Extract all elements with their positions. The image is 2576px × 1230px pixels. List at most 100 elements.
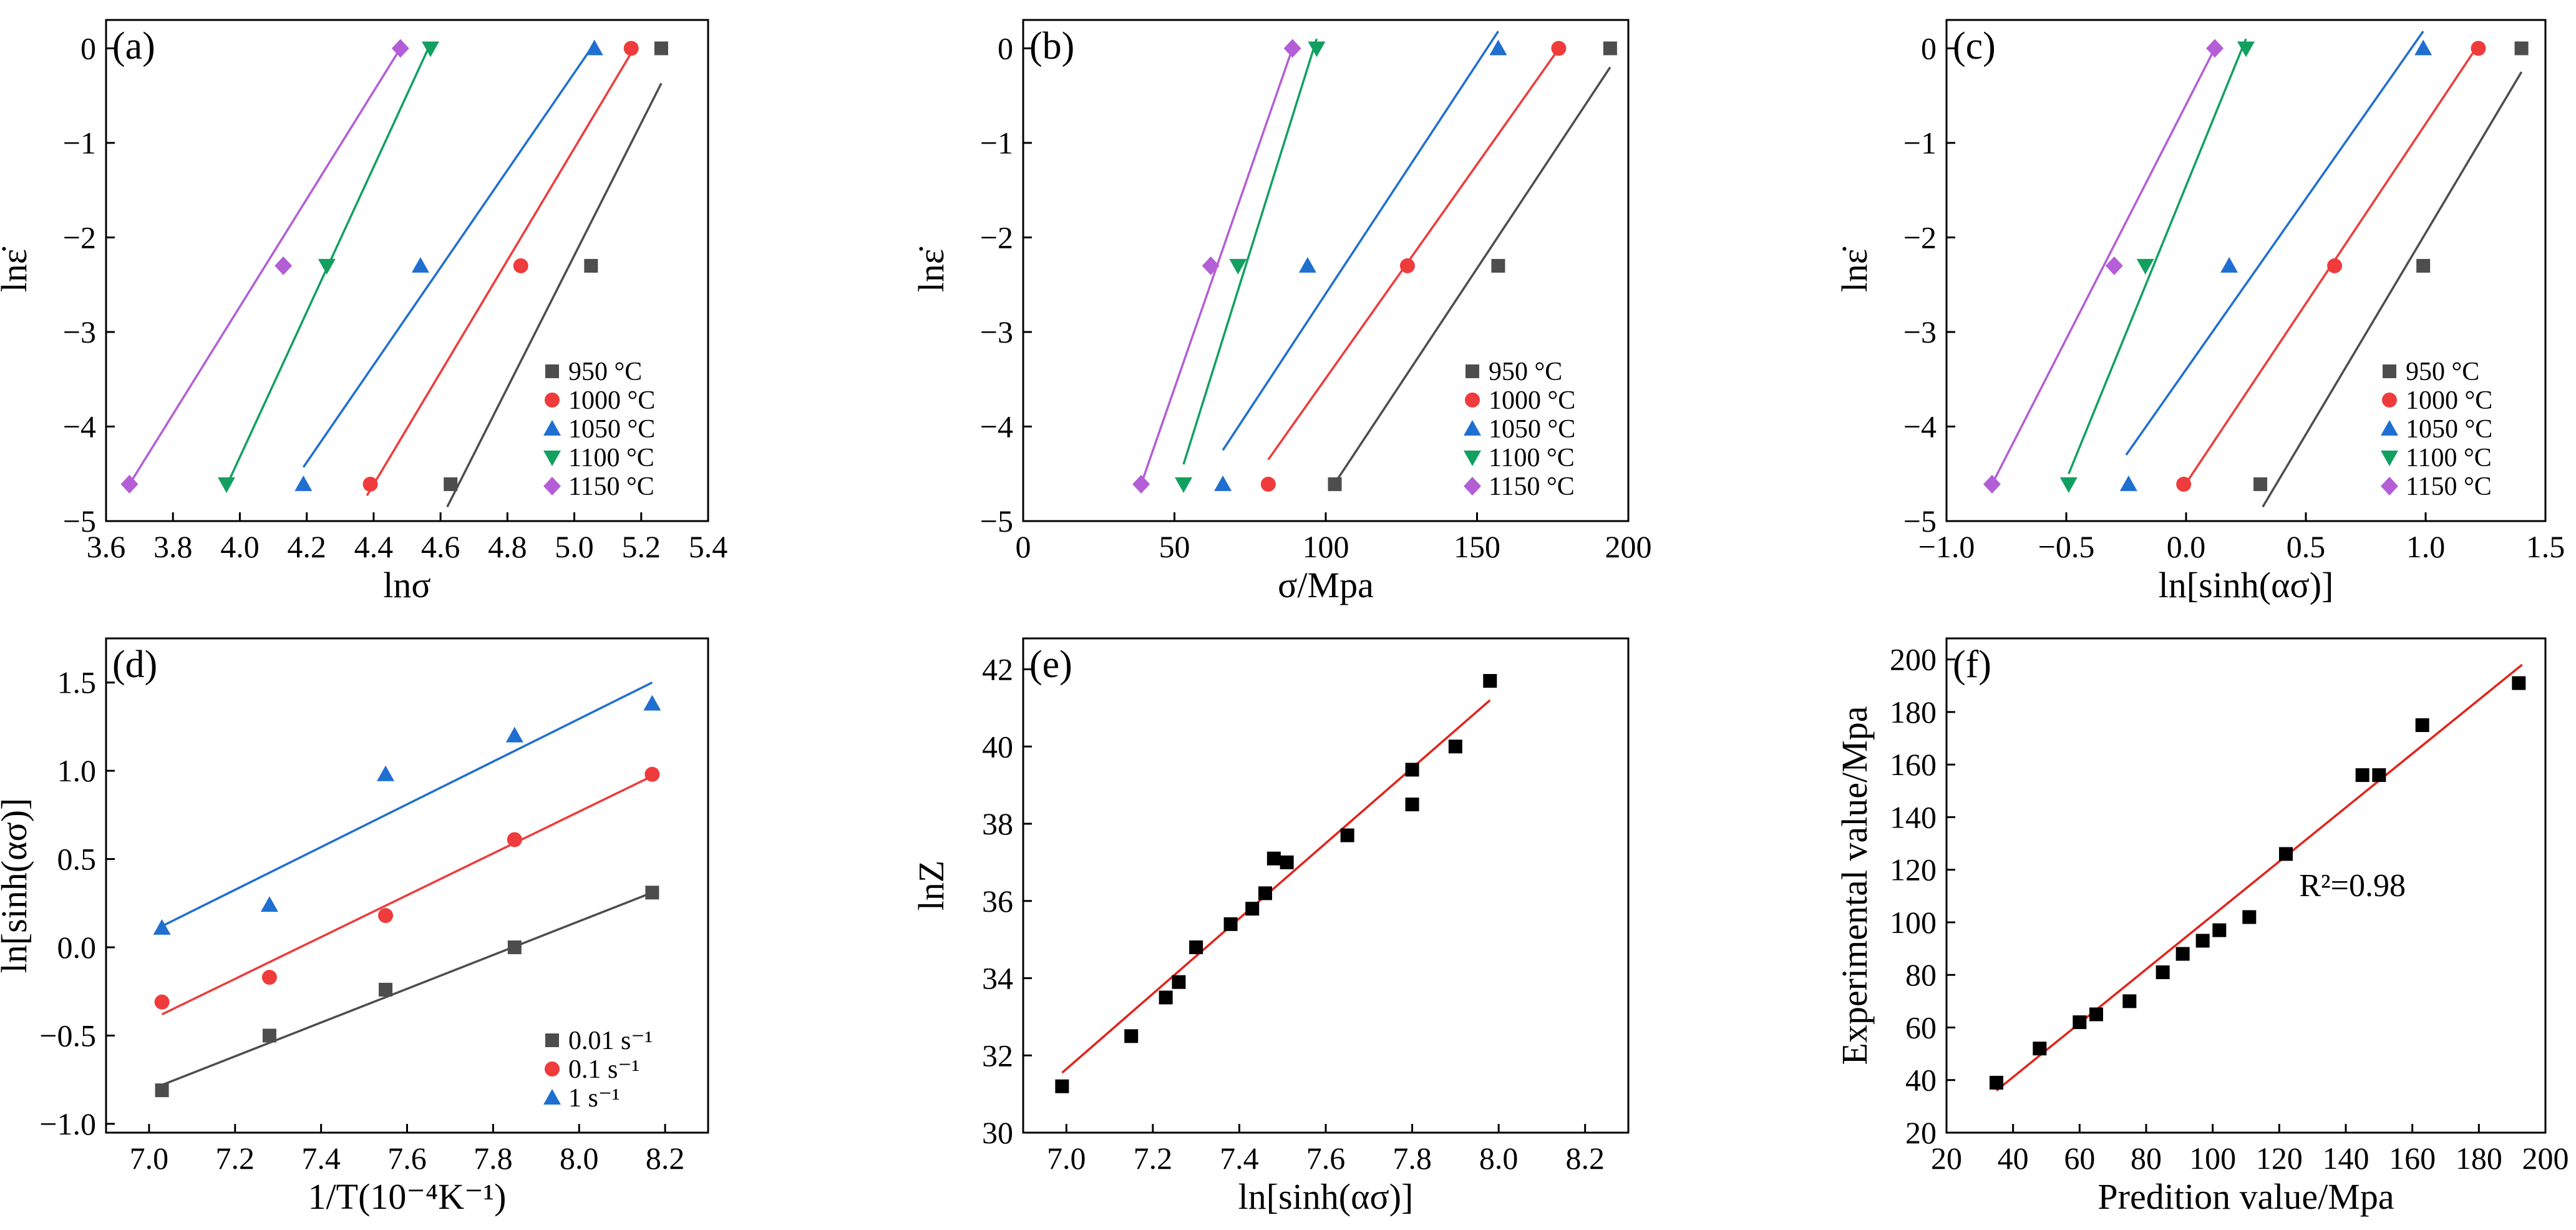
x-tick-label: 7.4 xyxy=(1220,1141,1259,1176)
y-tick-label: −4 xyxy=(1903,409,1937,444)
legend-label: 0.1 s⁻¹ xyxy=(568,1055,639,1084)
data-point xyxy=(2416,258,2431,273)
data-point xyxy=(2033,1042,2047,1056)
data-point xyxy=(513,258,528,273)
legend-marker xyxy=(543,451,561,466)
fit-line xyxy=(2125,31,2424,456)
x-tick-label: 200 xyxy=(1605,529,1652,564)
x-tick-label: 7.0 xyxy=(130,1141,169,1176)
panel-label: (e) xyxy=(1029,643,1072,686)
x-tick-label: 4.2 xyxy=(287,529,326,564)
legend-marker xyxy=(1464,477,1481,495)
y-tick-label: −3 xyxy=(63,315,96,349)
data-point xyxy=(2119,475,2137,491)
x-tick-label: 3.8 xyxy=(153,529,193,564)
x-tick-label: 7.6 xyxy=(1306,1141,1346,1176)
plot-frame xyxy=(1945,637,2547,1134)
x-tick-label: 7.6 xyxy=(387,1141,427,1176)
data-point xyxy=(1328,477,1342,491)
y-tick-label: −5 xyxy=(1903,504,1937,539)
fit-line xyxy=(1061,699,1491,1074)
legend-label: 1000 °C xyxy=(2406,386,2492,415)
panel-2: 0 50 100 150 200 0 −1 −2 −3 −4 −5 σ/Mpa lnε̇ (b) 950 °… xyxy=(911,19,1652,605)
x-tick-label: 180 xyxy=(2456,1141,2502,1176)
data-point xyxy=(2105,256,2123,275)
fit-line xyxy=(2262,71,2523,508)
y-tick-label: −1.0 xyxy=(39,1106,96,1141)
x-tick-label: 120 xyxy=(2256,1141,2303,1176)
y-tick-label: 120 xyxy=(1890,852,1937,887)
legend-marker xyxy=(2381,477,2398,495)
y-tick-label: 0 xyxy=(80,31,96,66)
legend-marker xyxy=(1464,451,1481,466)
x-tick-label: 8.0 xyxy=(1479,1141,1519,1176)
data-point xyxy=(275,256,293,275)
y-tick-label: 0 xyxy=(998,31,1013,66)
data-point xyxy=(1603,41,1617,56)
data-point xyxy=(654,41,668,56)
panel-label: (f) xyxy=(1953,643,1991,686)
x-tick-label: 8.0 xyxy=(560,1141,599,1176)
data-point xyxy=(155,1083,169,1098)
x-axis-label: σ/Mpa xyxy=(1278,565,1374,605)
data-point xyxy=(411,256,429,273)
fit-line xyxy=(446,82,663,508)
data-point xyxy=(1551,41,1567,56)
data-point xyxy=(1189,940,1203,954)
x-axis-label: ln[sinh(ασ)] xyxy=(2159,565,2334,605)
x-tick-label: 60 xyxy=(2064,1141,2095,1176)
x-tick-label: 1.0 xyxy=(2406,529,2446,564)
x-tick-label: 80 xyxy=(2131,1141,2162,1176)
x-axis-label: lnσ xyxy=(383,565,430,605)
data-point xyxy=(1229,258,1247,275)
data-point xyxy=(1283,39,1301,58)
legend-marker xyxy=(543,477,561,495)
legend-label: 1100 °C xyxy=(1489,444,1575,472)
panel-1: 3.6 3.8 4.0 4.2 4.4 4.6 4.8 5.0 5.2 5.4 0 −1 −2 −3 −4 −… xyxy=(0,19,727,605)
y-tick-label: −2 xyxy=(1903,220,1937,255)
data-point xyxy=(1489,39,1507,56)
x-axis-label: Predition value/Mpa xyxy=(2097,1176,2394,1217)
y-tick-label: 80 xyxy=(1905,957,1937,992)
y-tick-label: 30 xyxy=(982,1115,1013,1150)
legend-label: 950 °C xyxy=(1489,358,1562,386)
x-tick-label: 7.2 xyxy=(1134,1141,1173,1176)
data-point xyxy=(645,886,659,900)
data-point xyxy=(2279,847,2293,861)
legend-label: 1150 °C xyxy=(2406,472,2492,501)
x-tick-label: 8.2 xyxy=(646,1141,685,1176)
legend-label: 1 s⁻¹ xyxy=(568,1084,620,1113)
legend-label: 1050 °C xyxy=(568,415,655,444)
data-point xyxy=(261,970,277,985)
data-point xyxy=(1266,851,1281,866)
legend-marker xyxy=(543,1089,561,1105)
fit-line xyxy=(161,891,653,1086)
y-tick-label: 34 xyxy=(982,961,1013,996)
x-axis-label: ln[sinh(ασ)] xyxy=(1238,1176,1414,1217)
data-point xyxy=(1308,41,1326,57)
y-tick-label: 1.0 xyxy=(57,753,97,788)
data-point xyxy=(1491,258,1505,273)
data-point xyxy=(2059,477,2078,493)
x-tick-label: 7.8 xyxy=(1392,1141,1432,1176)
y-tick-label: 160 xyxy=(1890,747,1937,782)
data-point xyxy=(2136,258,2154,275)
x-tick-label: 7.8 xyxy=(474,1141,513,1176)
legend-marker xyxy=(1465,393,1480,408)
data-point xyxy=(2195,934,2210,948)
data-point xyxy=(2514,41,2529,56)
x-tick-label: 100 xyxy=(1303,529,1349,564)
data-point xyxy=(444,477,458,491)
data-point xyxy=(623,41,639,56)
data-point xyxy=(585,39,603,56)
x-tick-label: 140 xyxy=(2323,1141,2369,1176)
fit-line xyxy=(129,47,402,485)
data-point xyxy=(1340,828,1354,842)
legend-marker xyxy=(545,364,559,378)
legend-label: 1100 °C xyxy=(2406,444,2492,472)
panel-5: 7.0 7.2 7.4 7.6 7.8 8.0 8.2 30 32 34 36 38 40 42 ln[si… xyxy=(911,637,1630,1217)
x-tick-label: 100 xyxy=(2189,1141,2236,1176)
x-tick-label: 8.2 xyxy=(1565,1141,1605,1176)
legend-marker xyxy=(545,1062,560,1076)
y-tick-label: −3 xyxy=(1903,315,1937,349)
